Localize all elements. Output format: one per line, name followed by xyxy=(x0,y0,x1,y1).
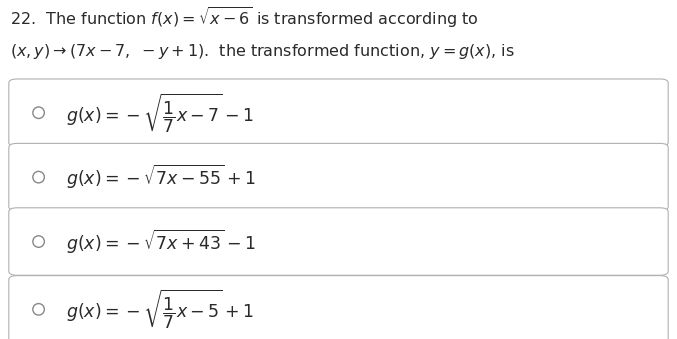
Text: $(x, y) \rightarrow (7x-7,\ -y+1)$.  the transformed function, $y = g(x)$, is: $(x, y) \rightarrow (7x-7,\ -y+1)$. the … xyxy=(10,42,515,61)
Text: 22.  The function $f(x) = \sqrt{x-6}$ is transformed according to: 22. The function $f(x) = \sqrt{x-6}$ is … xyxy=(10,5,479,30)
FancyBboxPatch shape xyxy=(9,143,668,211)
Ellipse shape xyxy=(32,236,45,247)
Ellipse shape xyxy=(32,304,45,315)
Text: $g(x) = -\sqrt{7x - 55} + 1$: $g(x) = -\sqrt{7x - 55} + 1$ xyxy=(66,163,255,191)
Text: $g(x) = -\sqrt{7x + 43} - 1$: $g(x) = -\sqrt{7x + 43} - 1$ xyxy=(66,227,255,256)
FancyBboxPatch shape xyxy=(9,276,668,339)
Ellipse shape xyxy=(32,107,45,119)
FancyBboxPatch shape xyxy=(9,79,668,146)
FancyBboxPatch shape xyxy=(9,208,668,275)
Text: $g(x) = -\sqrt{\dfrac{1}{7}x - 5} + 1$: $g(x) = -\sqrt{\dfrac{1}{7}x - 5} + 1$ xyxy=(66,287,253,331)
Ellipse shape xyxy=(32,172,45,183)
Text: $g(x) = -\sqrt{\dfrac{1}{7}x - 7} - 1$: $g(x) = -\sqrt{\dfrac{1}{7}x - 7} - 1$ xyxy=(66,91,253,135)
